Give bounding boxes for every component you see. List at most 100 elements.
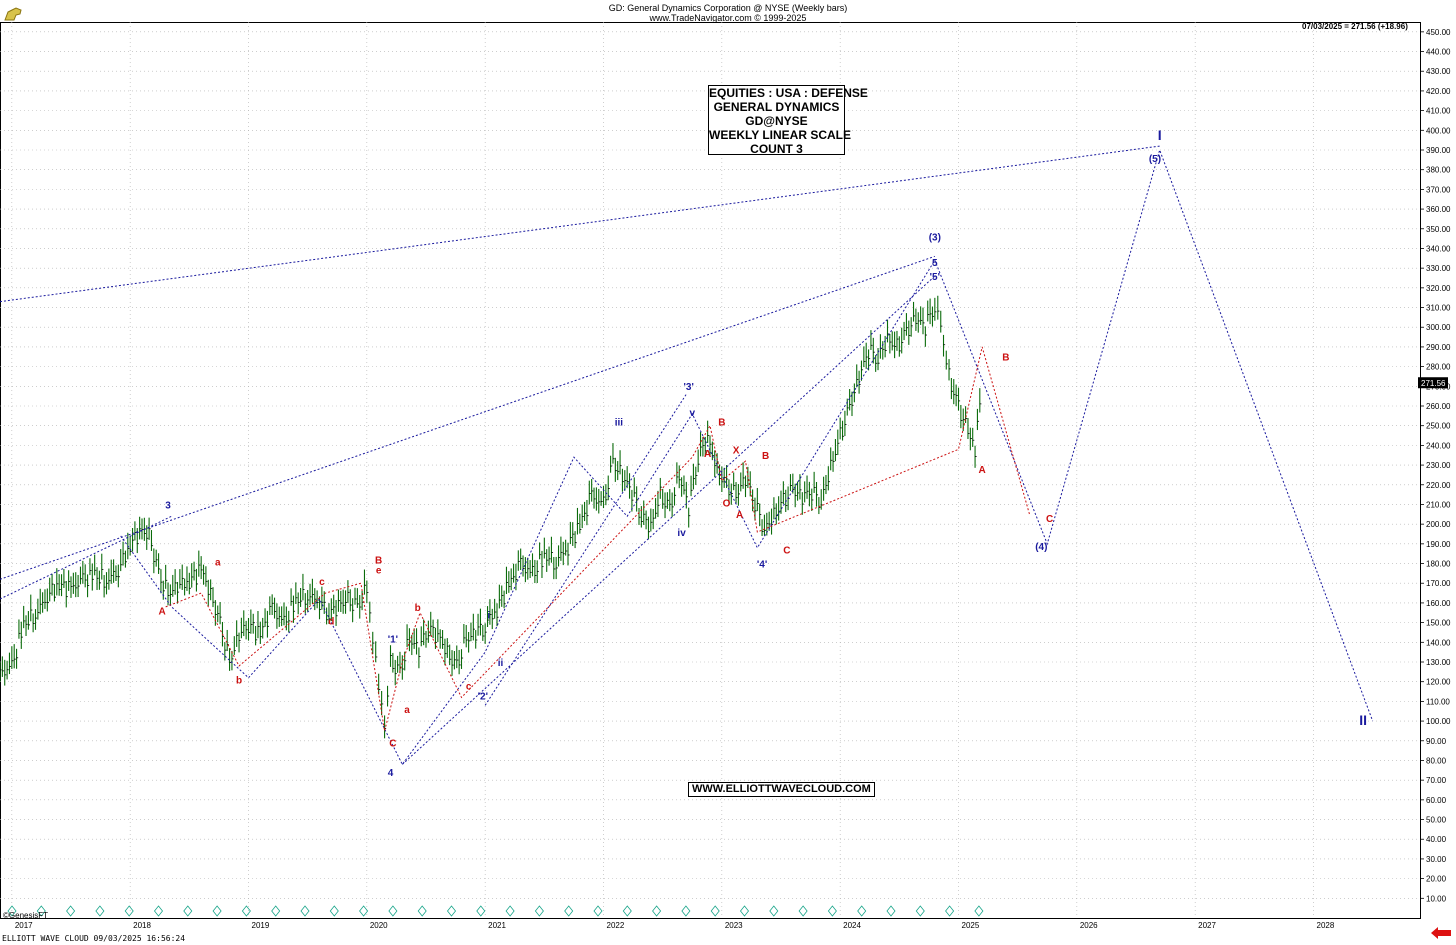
y-tick-label: 160.00	[1426, 599, 1451, 608]
wave-label: O	[723, 498, 731, 509]
event-marker-icon	[36, 905, 46, 917]
event-marker-icon	[857, 905, 867, 917]
event-marker-icon	[7, 905, 17, 917]
wave-label: 4	[388, 768, 394, 779]
wave-label: (4)	[1035, 542, 1047, 553]
current-price-label: 271.56	[1421, 379, 1446, 388]
y-tick-label: 450.00	[1426, 28, 1451, 37]
footer-timestamp: ELLIOTT WAVE CLOUD 09/03/2025 16:56:24	[2, 934, 186, 943]
info-line-2: GENERAL DYNAMICS	[713, 100, 840, 114]
info-line-4: WEEKLY LINEAR SCALE	[709, 128, 852, 142]
wave-label: B	[375, 556, 382, 567]
y-tick-label: 430.00	[1426, 67, 1451, 76]
trend-line	[0, 515, 172, 600]
chart-info-box: EQUITIES : USA : DEFENSE GENERAL DYNAMIC…	[708, 85, 868, 156]
event-marker-icon	[886, 905, 896, 917]
wave-label: b	[236, 676, 242, 687]
y-tick-label: 20.00	[1426, 875, 1447, 884]
event-marker-icon	[241, 905, 251, 917]
wave-label: B	[1002, 353, 1009, 364]
wave-label: '1'	[388, 634, 398, 645]
event-marker-icon	[622, 905, 632, 917]
wave-label: a	[215, 558, 221, 569]
y-tick-label: 10.00	[1426, 894, 1447, 903]
x-tick-label: 2025	[962, 921, 980, 930]
x-tick-label: 2018	[133, 921, 151, 930]
website-url[interactable]: WWW.ELLIOTTWAVECLOUD.COM	[688, 782, 875, 797]
y-tick-label: 120.00	[1426, 678, 1451, 687]
y-tick-label: 440.00	[1426, 48, 1451, 57]
y-tick-label: 130.00	[1426, 658, 1451, 667]
wave-label: 3	[165, 500, 171, 511]
y-tick-label: 50.00	[1426, 816, 1447, 825]
event-marker-icon	[769, 905, 779, 917]
y-tick-label: 140.00	[1426, 638, 1451, 647]
y-tick-label: 410.00	[1426, 107, 1451, 116]
wave-label: d	[328, 617, 334, 628]
wave-label: B	[718, 418, 725, 429]
watermark: ©GenesisFT	[3, 911, 49, 920]
wave-label: C	[1046, 514, 1053, 525]
event-marker-icon	[124, 905, 134, 917]
x-tick-label: 2021	[488, 921, 506, 930]
wave-label: '3'	[684, 382, 694, 393]
y-tick-label: 30.00	[1426, 855, 1447, 864]
y-tick-label: 250.00	[1426, 422, 1451, 431]
trend-line	[484, 393, 687, 706]
x-tick-label: 2028	[1317, 921, 1335, 930]
event-marker-icon	[476, 905, 486, 917]
y-tick-label: 380.00	[1426, 166, 1451, 175]
chart-title: GD: General Dynamics Corporation @ NYSE …	[608, 3, 848, 13]
y-tick-label: 370.00	[1426, 185, 1451, 194]
y-tick-label: 40.00	[1426, 835, 1447, 844]
event-marker-icon	[359, 905, 369, 917]
x-tick-label: 2026	[1080, 921, 1098, 930]
event-marker-icon	[739, 905, 750, 917]
event-marker-icon	[505, 905, 515, 917]
event-marker-icon	[974, 905, 984, 917]
wave-label: iii	[615, 418, 624, 429]
info-line-1: EQUITIES : USA : DEFENSE	[709, 86, 868, 100]
y-tick-label: 170.00	[1426, 579, 1451, 588]
wave-label: iv	[677, 528, 686, 539]
event-marker-icon	[388, 905, 398, 917]
info-line-3: GD@NYSE	[745, 114, 808, 128]
x-tick-label: 2022	[607, 921, 625, 930]
trend-line	[401, 275, 936, 765]
event-marker-icon	[95, 905, 105, 917]
chart-subtitle: www.TradeNavigator.com © 1999-2025	[649, 13, 807, 23]
y-tick-label: 240.00	[1426, 441, 1451, 450]
event-marker-icon	[710, 905, 720, 917]
wave-label: X	[733, 445, 740, 456]
event-marker-icon	[564, 905, 574, 917]
wave-label: I	[1158, 127, 1162, 143]
trend-line	[0, 255, 935, 580]
event-marker-icon	[183, 905, 193, 917]
wave-label: a	[404, 705, 410, 716]
y-tick-label: 350.00	[1426, 225, 1451, 234]
last-bar-readout: 07/03/2025 = 271.56 (+18.96)	[1302, 22, 1408, 31]
y-tick-label: 300.00	[1426, 323, 1451, 332]
bull-logo-icon	[4, 7, 22, 21]
x-tick-label: 2023	[725, 921, 743, 930]
x-tick-label: 2017	[15, 921, 33, 930]
x-tick-label: 2027	[1198, 921, 1216, 930]
wave-label: '5'	[930, 272, 940, 283]
event-marker-icon	[153, 905, 164, 917]
x-tick-label: 2020	[370, 921, 388, 930]
event-marker-icon	[329, 905, 339, 917]
event-marker-icon	[534, 905, 544, 917]
scroll-left-arrow-icon[interactable]	[1430, 926, 1452, 940]
wave-label: A	[158, 607, 165, 618]
y-tick-label: 320.00	[1426, 284, 1451, 293]
y-tick-label: 220.00	[1426, 481, 1451, 490]
wave-label: C	[389, 739, 396, 750]
y-tick-label: 400.00	[1426, 126, 1451, 135]
event-marker-icon	[681, 905, 691, 917]
y-tick-label: 150.00	[1426, 619, 1451, 628]
wave-label: C	[783, 546, 790, 557]
y-tick-label: 230.00	[1426, 461, 1451, 470]
y-tick-label: 180.00	[1426, 560, 1451, 569]
event-marker-icon	[212, 905, 222, 917]
x-tick-label: 2024	[843, 921, 861, 930]
